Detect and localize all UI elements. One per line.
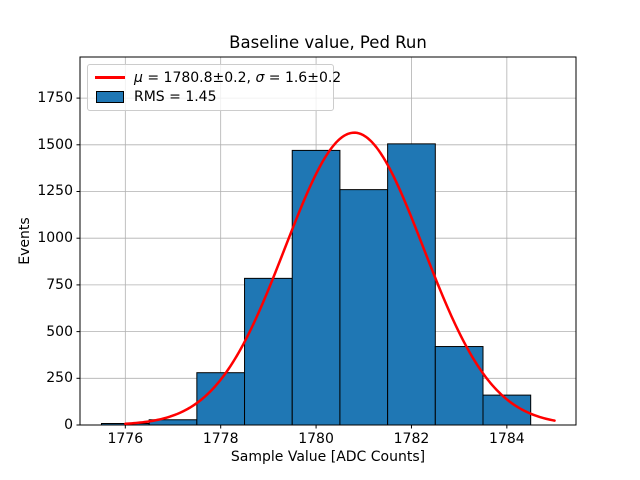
y-tick-label: 750: [46, 276, 73, 293]
y-axis-label: Events: [17, 217, 33, 265]
chart-title: Baseline value, Ped Run: [229, 33, 427, 52]
histogram-bar: [244, 277, 293, 426]
histogram-bar: [434, 346, 484, 426]
legend-swatch: [95, 91, 125, 104]
legend-item: μ = 1780.8±0.2, σ = 1.6±0.2: [95, 68, 341, 88]
y-tick-label: 1750: [37, 90, 73, 107]
y-tick-label: 250: [46, 370, 73, 387]
gaussian-fit-curve: [124, 131, 556, 426]
y-tick-label: 1000: [37, 230, 73, 247]
histogram-bar: [387, 143, 436, 426]
y-tick-label: 1250: [37, 183, 73, 200]
legend-swatch: [95, 76, 125, 80]
histogram-bar: [291, 149, 341, 426]
x-tick-label: 1784: [489, 431, 525, 447]
y-tick-label: 1500: [37, 136, 73, 153]
histogram-bar: [339, 189, 389, 426]
x-tick-label: 1778: [202, 431, 239, 447]
axes-frame: [79, 56, 577, 426]
x-tick-label: 1780: [298, 431, 334, 447]
legend: μ = 1780.8±0.2, σ = 1.6±0.2 RMS = 1.45: [87, 64, 341, 111]
legend-patch-swatch: [96, 91, 124, 104]
legend-line-swatch: [95, 76, 125, 80]
y-tick-label: 500: [46, 323, 73, 340]
legend-item: RMS = 1.45: [95, 88, 325, 108]
x-axis-label: Sample Value [ADC Counts]: [230, 449, 426, 465]
x-tick-label: 1782: [393, 431, 430, 447]
legend-label: RMS = 1.45: [134, 89, 217, 106]
legend-label: μ = 1780.8±0.2, σ = 1.6±0.2: [134, 69, 342, 86]
plot-area: [76, 56, 577, 429]
y-tick-label: 0: [64, 417, 73, 433]
x-tick-label: 1776: [107, 431, 144, 447]
